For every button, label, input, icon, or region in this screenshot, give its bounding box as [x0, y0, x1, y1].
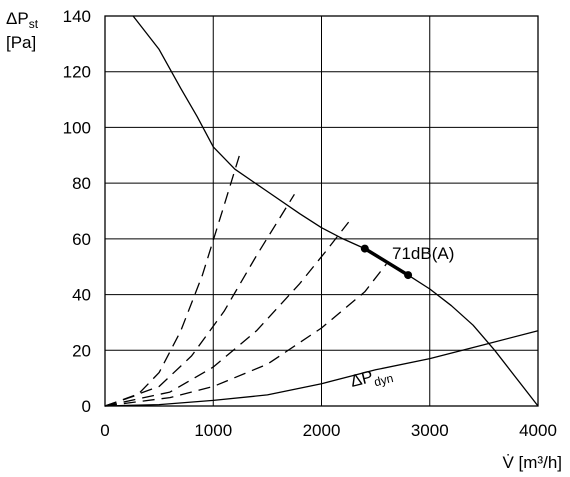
y-tick-label-2: 40 — [72, 286, 91, 305]
dyn-pressure-label-main: ΔP — [348, 367, 375, 391]
series-line-0 — [132, 15, 539, 407]
x-tick-label-1: 1000 — [194, 421, 232, 440]
highlight-label: 71dB(A) — [392, 244, 454, 263]
series-lines — [104, 15, 539, 407]
y-tick-label-6: 120 — [63, 63, 91, 82]
series-line-3 — [104, 193, 295, 407]
x-tick-labels: 0 1000 2000 3000 4000 — [100, 421, 557, 440]
y-axis-label: ΔPst — [6, 9, 39, 31]
highlight-segment — [360, 244, 413, 280]
highlight-point-1 — [404, 271, 413, 280]
x-tick-label-3: 3000 — [411, 421, 449, 440]
series-line-5 — [104, 263, 387, 407]
highlight-point-0 — [360, 244, 369, 253]
y-tick-label-4: 80 — [72, 174, 91, 193]
y-axis-unit: [Pa] — [6, 33, 36, 52]
plot-frame — [104, 15, 539, 407]
y-tick-labels: 0 20 40 60 80 100 120 140 — [63, 7, 91, 416]
y-axis-label-sub: st — [29, 17, 39, 31]
dyn-pressure-label-sub: dyn — [373, 371, 395, 389]
y-tick-label-1: 20 — [72, 341, 91, 360]
series-line-2 — [104, 152, 241, 407]
series-line-1 — [104, 330, 539, 407]
y-tick-label-5: 100 — [63, 118, 91, 137]
x-tick-label-4: 4000 — [519, 421, 557, 440]
highlight-segment-line — [363, 247, 410, 277]
dyn-pressure-label: ΔPdyn — [348, 362, 394, 394]
y-tick-label-3: 60 — [72, 230, 91, 249]
y-axis-label-main: ΔP — [6, 9, 29, 28]
y-tick-label-7: 140 — [63, 7, 91, 26]
x-axis-label: V̇ [m³/h] — [502, 453, 562, 472]
x-tick-label-0: 0 — [100, 421, 109, 440]
plot-border — [104, 15, 539, 407]
x-tick-label-2: 2000 — [303, 421, 341, 440]
y-tick-label-0: 0 — [82, 397, 91, 416]
series-line-4 — [104, 221, 350, 407]
